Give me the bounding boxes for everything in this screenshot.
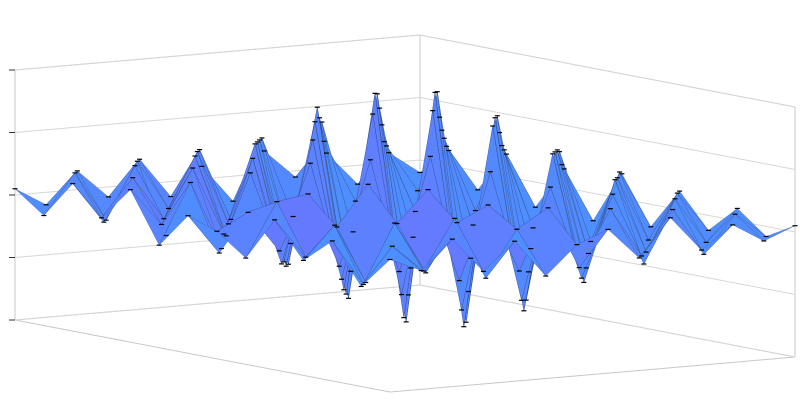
- grid-line: [14, 96, 796, 170]
- grid-line: [14, 34, 796, 108]
- surface-patch: [14, 172, 76, 216]
- vertex-markers: [12, 91, 798, 328]
- surface: [14, 91, 796, 327]
- grid-line: [14, 284, 796, 358]
- box-edge: [14, 319, 391, 393]
- box-edge: [389, 356, 796, 393]
